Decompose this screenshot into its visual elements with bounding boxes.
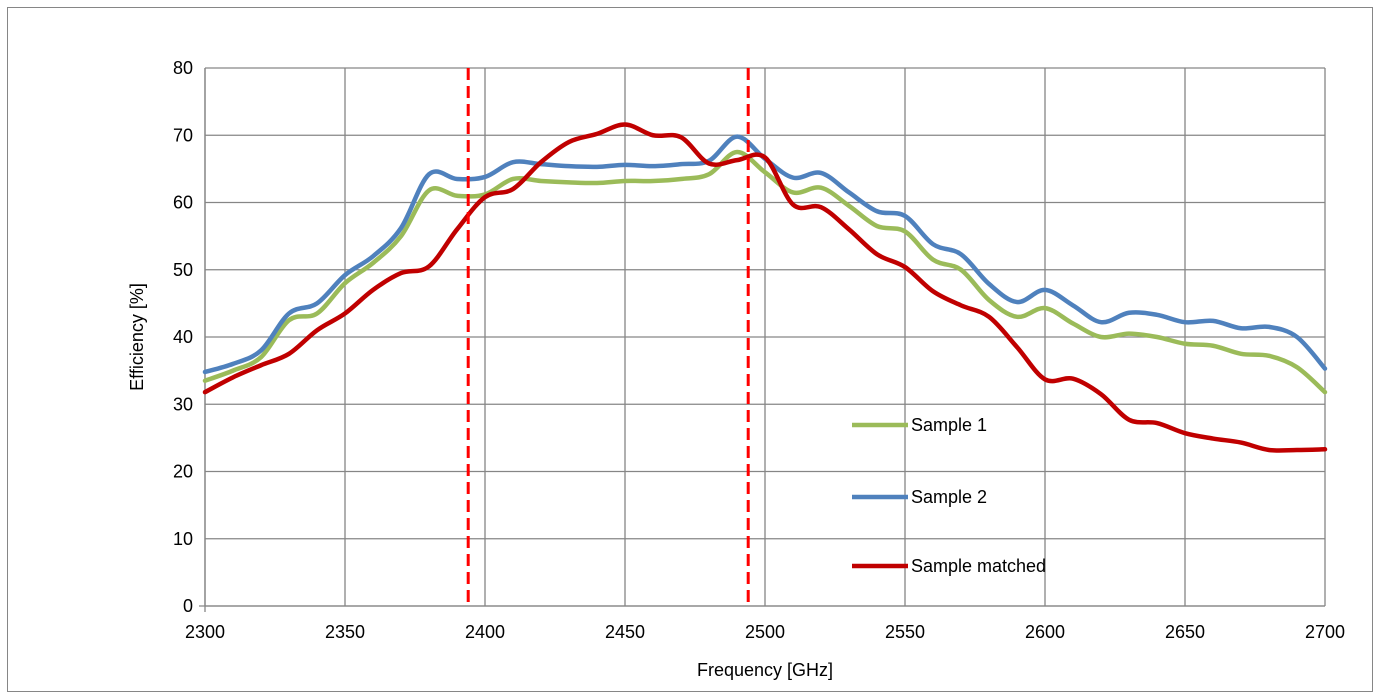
y-tick-label-1: 10 [173, 529, 193, 549]
x-tick-label-8: 2700 [1305, 622, 1345, 642]
y-tick-label-8: 80 [173, 58, 193, 78]
x-tick-label-1: 2350 [325, 622, 365, 642]
legend: Sample 1 Sample 2 Sample matched [852, 415, 1046, 576]
series-line-3 [202, 122, 1328, 453]
y-tick-label-6: 60 [173, 193, 193, 213]
y-tick-label-3: 30 [173, 394, 193, 414]
x-tick-label-0: 2300 [185, 622, 225, 642]
x-tick-label-2: 2400 [465, 622, 505, 642]
x-tick-label-3: 2450 [605, 622, 645, 642]
x-tick-label-5: 2550 [885, 622, 925, 642]
legend-label-2: Sample 2 [911, 487, 987, 507]
y-tick-label-2: 20 [173, 462, 193, 482]
plot-area [199, 68, 1325, 612]
series-line-1 [202, 149, 1328, 395]
series-lines [202, 122, 1328, 453]
chart-frame [7, 7, 1373, 692]
y-tick-label-0: 0 [183, 596, 193, 616]
x-tick-label-4: 2500 [745, 622, 785, 642]
y-axis-title: Efficiency [%] [127, 283, 147, 391]
y-tick-label-7: 70 [173, 125, 193, 145]
y-tick-label-4: 40 [173, 327, 193, 347]
legend-label-3: Sample matched [911, 556, 1046, 576]
y-axis-ticks: 0 10 20 30 40 50 60 70 80 [173, 58, 193, 616]
x-tick-label-7: 2650 [1165, 622, 1205, 642]
x-axis-ticks: 2300 2350 2400 2450 2500 2550 2600 2650 2700 [185, 622, 1345, 642]
x-tick-label-6: 2600 [1025, 622, 1065, 642]
x-axis-title: Frequency [GHz] [697, 660, 833, 680]
y-tick-label-5: 50 [173, 260, 193, 280]
legend-label-1: Sample 1 [911, 415, 987, 435]
